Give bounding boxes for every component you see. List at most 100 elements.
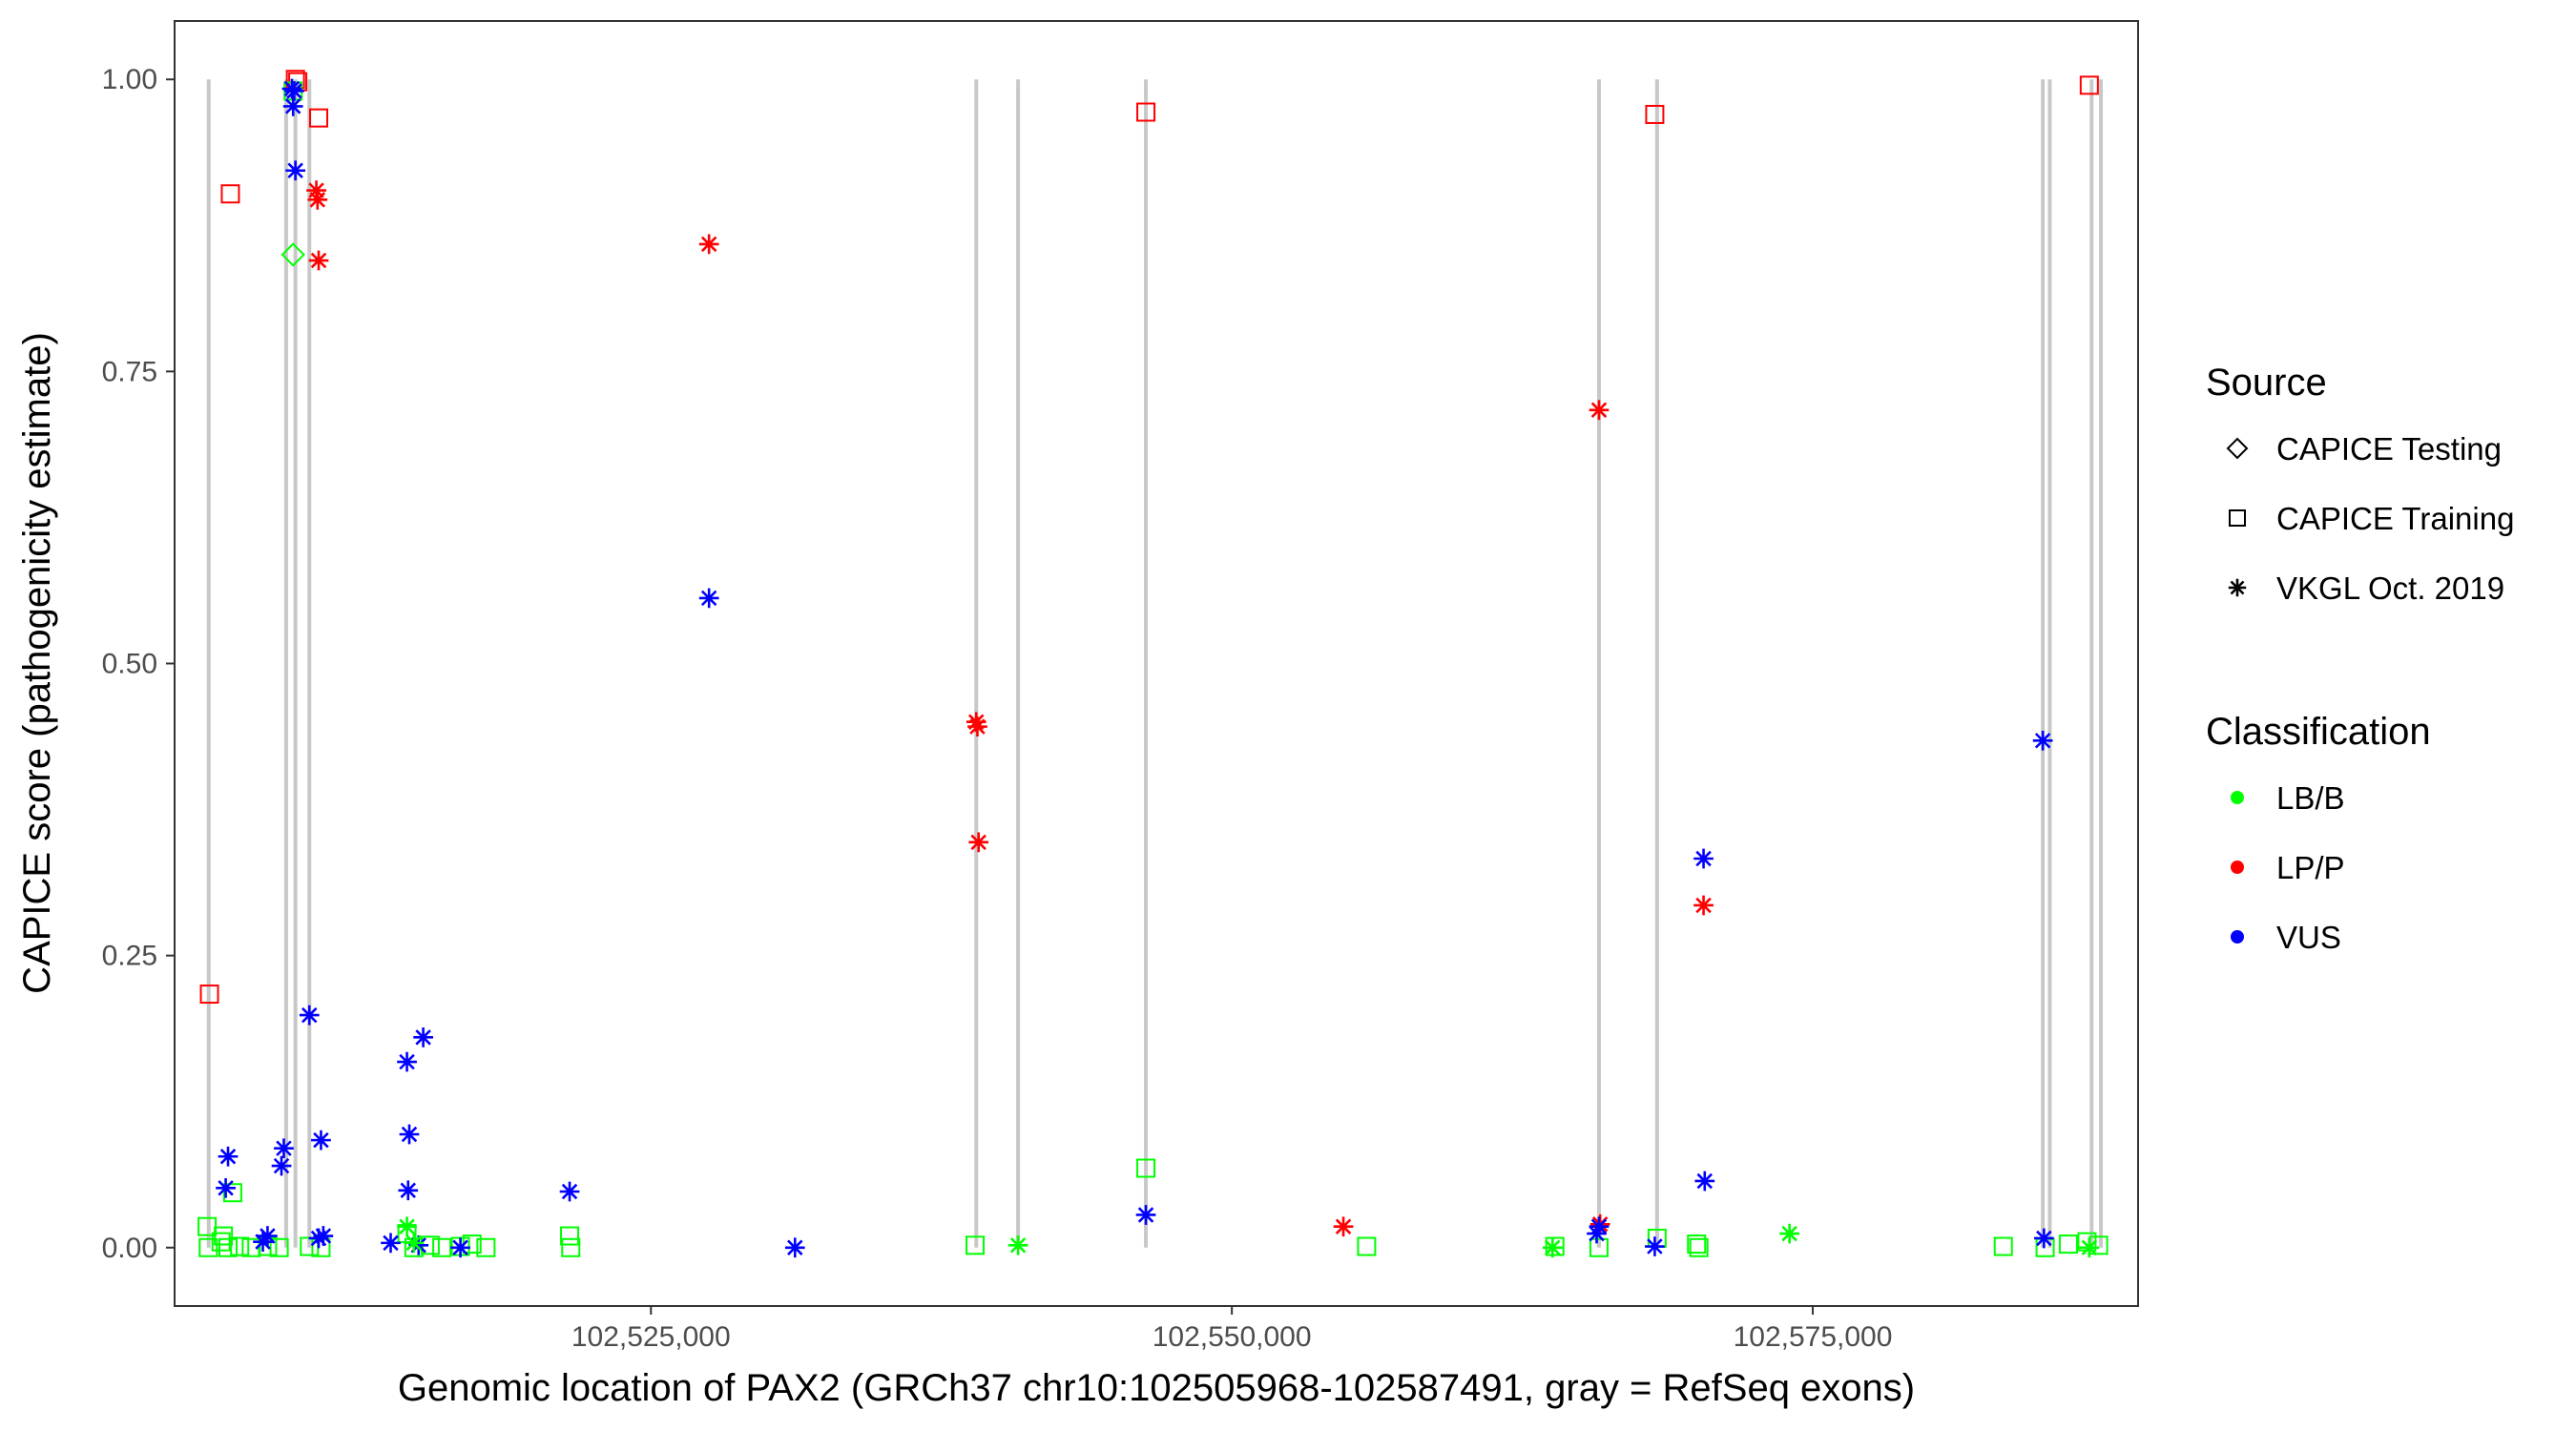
data-point <box>1687 1234 1707 1255</box>
data-point <box>214 1226 234 1246</box>
data-point <box>1333 1216 1354 1237</box>
y-tick-label: 1.00 <box>102 64 157 95</box>
data-point <box>274 1138 294 1159</box>
legend-key-diamond <box>2226 437 2249 460</box>
data-point <box>2079 75 2099 95</box>
legend-label: LB/B <box>2276 780 2345 816</box>
data-point <box>218 1237 239 1257</box>
data-point <box>559 1181 580 1202</box>
data-point <box>408 1234 429 1255</box>
legend-key-square <box>2229 509 2246 527</box>
data-point <box>397 1216 417 1237</box>
data-point <box>560 1226 580 1246</box>
data-point <box>1587 1223 1607 1244</box>
data-point <box>271 1155 292 1176</box>
data-point <box>2032 730 2053 751</box>
data-point <box>211 1232 231 1252</box>
y-tick-label: 0.25 <box>102 941 157 972</box>
data-points <box>197 70 2109 1258</box>
data-point <box>476 1237 496 1257</box>
data-point <box>1589 1216 1610 1237</box>
data-point <box>2034 1228 2054 1249</box>
y-axis-title: CAPICE score (pathogenicity estimate) <box>16 332 58 994</box>
legend-source-title: Source <box>2206 362 2327 404</box>
data-point <box>230 1236 250 1256</box>
data-point <box>218 1146 239 1167</box>
legend: Source Classification CAPICE Testing CAPI… <box>2206 362 2514 955</box>
data-point <box>1542 1237 1563 1258</box>
data-point <box>220 184 240 204</box>
data-point <box>285 160 305 181</box>
data-point <box>399 1124 420 1145</box>
x-axis: 102,525,000 102,550,000 102,575,000 <box>571 1306 1893 1353</box>
data-point <box>309 108 329 128</box>
data-point <box>1693 895 1714 916</box>
data-point <box>1357 1236 1377 1256</box>
data-point <box>311 1130 331 1151</box>
data-point <box>698 234 719 255</box>
data-point <box>253 1232 273 1252</box>
legend-label: CAPICE Testing <box>2276 431 2502 467</box>
data-point <box>299 1005 320 1026</box>
data-point <box>1135 1205 1156 1225</box>
legend-label: LP/P <box>2276 850 2345 885</box>
data-point <box>1689 1237 1709 1257</box>
data-point <box>284 81 304 101</box>
data-point <box>307 190 328 210</box>
data-point <box>450 1237 470 1258</box>
data-point <box>404 1233 425 1254</box>
legend-key-asterisk <box>2228 578 2247 597</box>
data-point <box>2079 1237 2100 1258</box>
data-point <box>967 716 987 736</box>
data-point <box>432 1237 452 1257</box>
x-tick-label: 102,575,000 <box>1734 1321 1893 1353</box>
data-point <box>1645 1236 1665 1256</box>
y-tick-label: 0.00 <box>102 1233 157 1264</box>
data-point <box>784 1237 805 1258</box>
x-tick-label: 102,525,000 <box>571 1321 731 1353</box>
data-point <box>398 1180 419 1201</box>
data-point <box>269 1237 289 1257</box>
data-point <box>698 588 719 609</box>
data-point <box>413 1027 433 1047</box>
x-tick-label: 102,550,000 <box>1153 1321 1312 1353</box>
data-point <box>282 96 303 116</box>
data-point <box>968 832 989 853</box>
exon-lines <box>206 79 2104 1248</box>
data-point <box>2058 1234 2078 1255</box>
y-tick-label: 0.75 <box>102 356 157 387</box>
data-point <box>1136 1158 1156 1178</box>
legend-label: CAPICE Training <box>2276 501 2514 536</box>
data-point <box>308 1228 329 1249</box>
data-point <box>313 1226 334 1246</box>
data-point <box>198 1237 218 1257</box>
data-point <box>1694 1171 1715 1192</box>
data-point <box>222 1183 242 1203</box>
legend-classification-title: Classification <box>2206 711 2431 753</box>
data-point <box>308 250 329 271</box>
data-point <box>966 1235 986 1255</box>
data-point <box>1993 1236 2013 1256</box>
data-point <box>1645 104 1665 124</box>
legend-key-dot <box>2231 791 2244 804</box>
legend-key-dot <box>2231 930 2244 944</box>
y-tick-label: 0.50 <box>102 649 157 680</box>
data-point <box>1589 400 1610 421</box>
data-point <box>199 985 219 1005</box>
data-point <box>1136 102 1156 122</box>
data-point <box>216 1177 236 1198</box>
data-point <box>561 1237 581 1257</box>
data-point <box>1693 848 1714 869</box>
data-point <box>381 1233 401 1254</box>
data-point <box>1779 1223 1800 1244</box>
data-point <box>397 1051 417 1072</box>
data-point <box>280 242 305 267</box>
legend-label: VUS <box>2276 920 2341 955</box>
legend-key-dot <box>2231 861 2244 874</box>
x-axis-title: Genomic location of PAX2 (GRCh37 chr10:1… <box>398 1367 1915 1409</box>
legend-label: VKGL Oct. 2019 <box>2276 570 2504 606</box>
y-axis: 0.00 0.25 0.50 0.75 1.00 <box>102 64 175 1264</box>
data-point <box>1589 1237 1609 1257</box>
